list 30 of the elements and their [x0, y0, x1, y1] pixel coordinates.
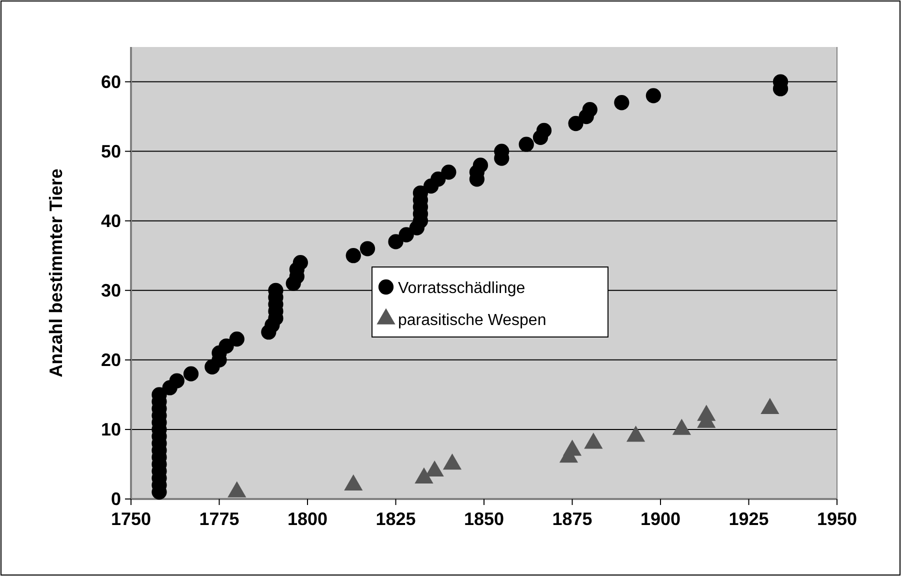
- y-tick-label: 0: [110, 489, 121, 509]
- point: [760, 398, 780, 414]
- y-tick-label: 60: [100, 72, 121, 92]
- point: [425, 460, 444, 477]
- y-tick-label: 20: [100, 350, 121, 370]
- x-tick-label: 1875: [552, 509, 592, 529]
- legend-label: parasitische Wespen: [398, 312, 546, 329]
- point: [414, 467, 434, 484]
- x-tick-label: 1750: [110, 509, 152, 529]
- x-tick-label: 1950: [816, 509, 858, 529]
- x-tick-label: 1850: [464, 509, 504, 529]
- point: [584, 432, 603, 449]
- y-tick-label: 40: [100, 210, 121, 231]
- x-tick-label: 1925: [728, 509, 769, 529]
- y-tick-label: 10: [100, 419, 121, 440]
- point: [626, 426, 646, 442]
- x-tick-label: 1800: [287, 509, 328, 529]
- point: [228, 481, 246, 498]
- x-tick-label: 1900: [640, 509, 681, 529]
- point: [697, 404, 716, 421]
- y-tick-label: 30: [100, 280, 121, 300]
- point: [672, 418, 691, 435]
- y-axis-title: Anzahl bestimmter Tiere: [46, 168, 66, 378]
- point: [442, 453, 462, 470]
- x-tick-label: 1825: [376, 509, 416, 529]
- point: [562, 440, 582, 456]
- y-tick-label: 50: [100, 141, 121, 162]
- legend-label: Vorratsschädlinge: [398, 280, 526, 297]
- point: [344, 474, 363, 490]
- x-tick-label: 1775: [199, 509, 240, 529]
